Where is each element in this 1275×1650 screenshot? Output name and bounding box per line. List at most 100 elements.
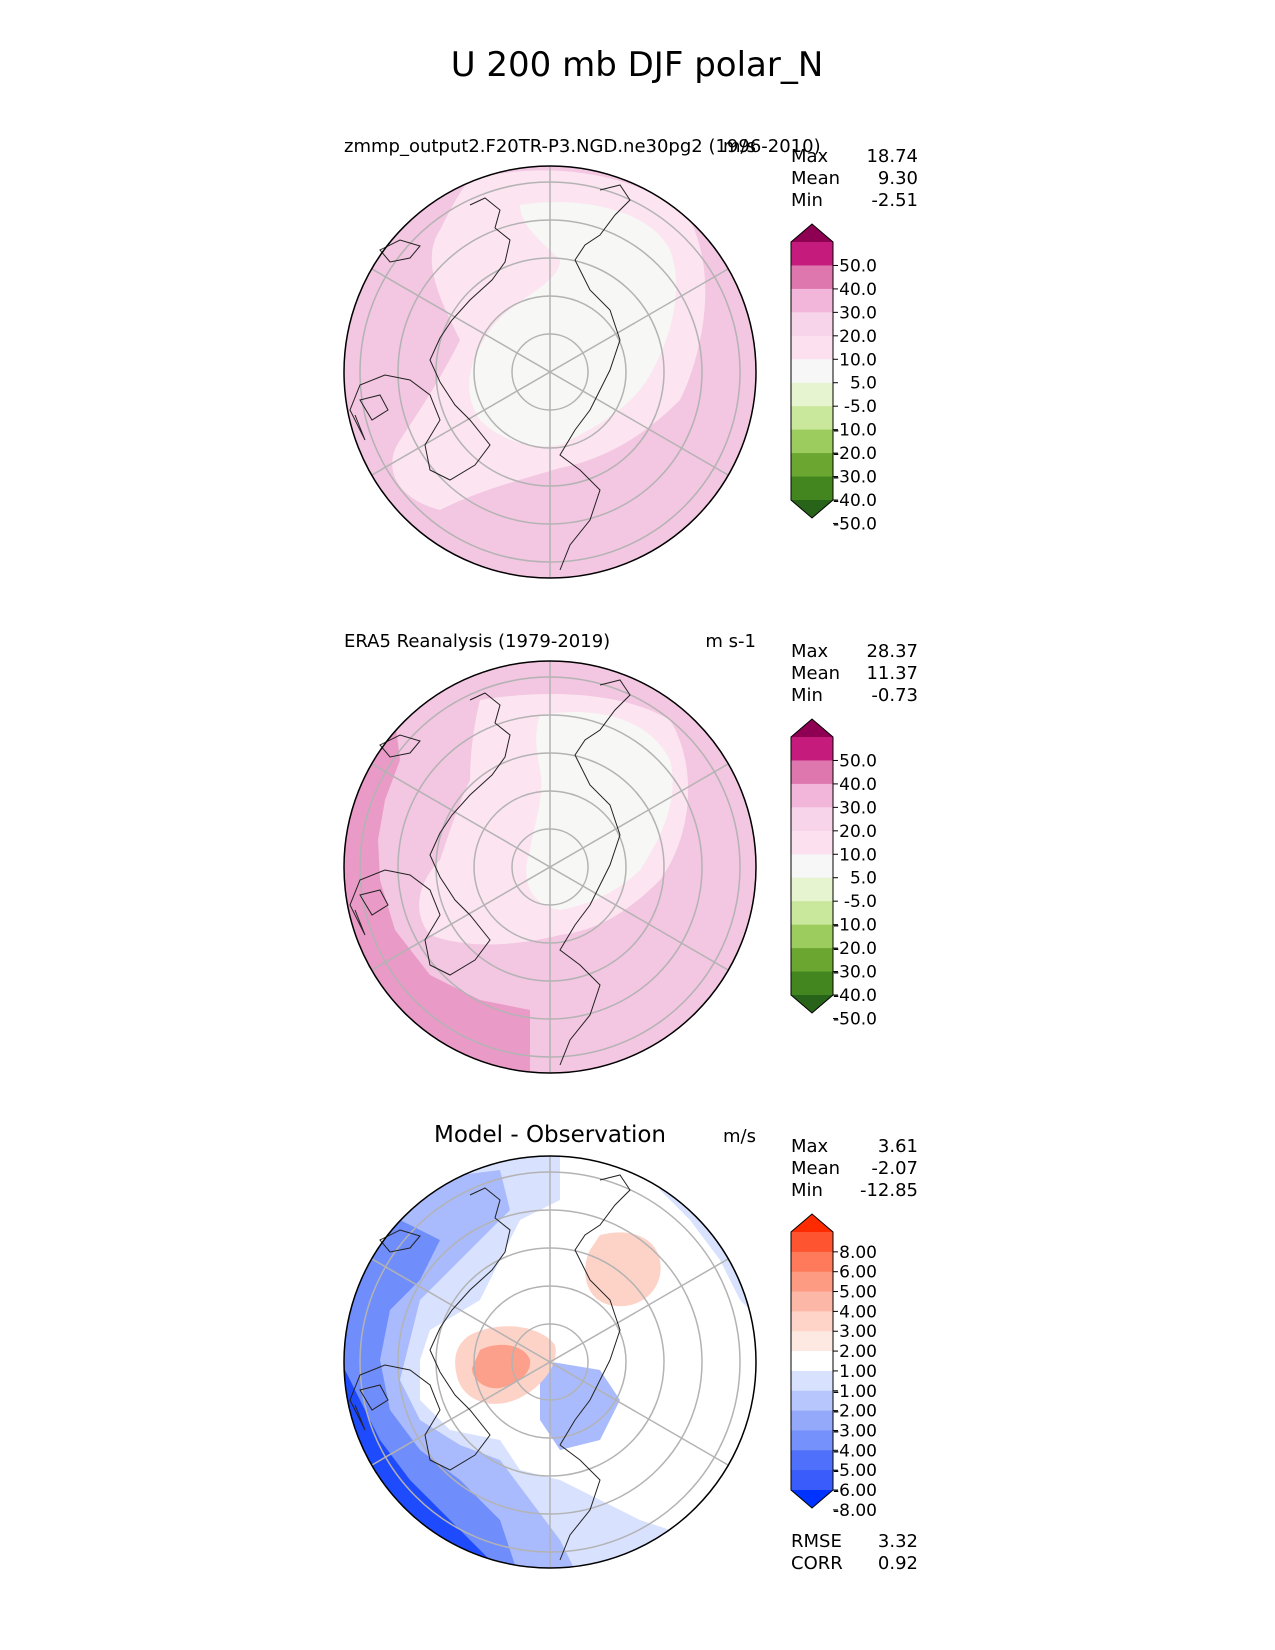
- colorbar-tick-label: 6.00: [839, 1263, 877, 1283]
- stat-value-mean: -2.07: [871, 1158, 918, 1179]
- colorbar-segment: [791, 1370, 833, 1392]
- metric-label-rmse: RMSE: [791, 1531, 842, 1552]
- colorbar-segment: [791, 901, 833, 926]
- colorbar-segment: [791, 242, 833, 266]
- colorbar-tick-label: -40.0: [833, 491, 877, 511]
- colorbar-segment: [791, 1271, 833, 1293]
- panel-diff-units: m/s: [723, 1126, 756, 1147]
- colorbar-segment: [791, 1450, 833, 1471]
- stat-label-mean: Mean: [791, 1158, 840, 1179]
- colorbar-segment: [791, 830, 833, 855]
- stat-value-mean: 11.37: [866, 663, 918, 684]
- colorbar-segment: [791, 288, 833, 313]
- colorbar-tick-label: 5.00: [839, 1283, 877, 1303]
- colorbar-tick-label: -20.0: [833, 444, 877, 464]
- colorbar-segment: [791, 877, 833, 902]
- stat-label-min: Min: [791, 190, 823, 211]
- colorbar-segment: [791, 924, 833, 949]
- colorbar-segment: [791, 1311, 833, 1332]
- panel-diff-colorbar: 8.006.005.004.003.002.001.00-1.00-2.00-3…: [790, 1213, 877, 1521]
- panel-diff-title: Model - Observation: [434, 1122, 666, 1148]
- panel-test-boundary: [343, 165, 757, 579]
- panel-reference-colorbar: 50.0 40.0 30.0 20.0 10.0 5.0 -5.0 -10.0 -20.0 -30…: [790, 718, 877, 1029]
- colorbar-tick-label: -1.00: [833, 1382, 877, 1402]
- colorbar-segment: [791, 1430, 833, 1451]
- colorbar-segment: [791, 1232, 833, 1253]
- colorbar-tick-label: -8.00: [833, 1501, 877, 1521]
- panel-test-gridlines: [359, 166, 741, 578]
- panel-diff-stats: Max 3.61 Mean -2.07 Min -12.85: [791, 1136, 918, 1201]
- colorbar-segment: [791, 1331, 833, 1352]
- colorbar-tick-label: -5.0: [844, 892, 877, 912]
- field-jet: [344, 720, 530, 1073]
- colorbar-tick-label: -30.0: [833, 468, 877, 488]
- colorbar-tick-label: 8.00: [839, 1243, 877, 1263]
- colorbar-tick-label: -6.00: [833, 1481, 877, 1501]
- panel-reference-units: m s-1: [705, 631, 756, 652]
- colorbar-tick-label: -40.0: [833, 986, 877, 1006]
- colorbar-segment: [791, 382, 833, 407]
- colorbar-segment: [791, 1390, 833, 1412]
- colorbar-segment: [791, 971, 833, 996]
- stat-label-mean: Mean: [791, 168, 840, 189]
- stat-label-max: Max: [791, 641, 829, 662]
- colorbar-segment: [791, 335, 833, 360]
- panel-test: zmmp_output2.F20TR-P3.NGD.ne30pg2 (1996-…: [343, 136, 918, 579]
- panel-test-coastlines: [349, 184, 631, 571]
- colorbar-tick-label: 30.0: [839, 303, 877, 323]
- colorbar-tick-label: 4.00: [839, 1302, 877, 1322]
- colorbar-segment: [791, 429, 833, 454]
- figure-title: U 200 mb DJF polar_N: [451, 45, 824, 85]
- colorbar-tick-label: -30.0: [833, 963, 877, 983]
- panel-reference-stats: Max 28.37 Mean 11.37 Min -0.73: [791, 641, 918, 706]
- stat-label-max: Max: [791, 1136, 829, 1157]
- colorbar-tick-label: 20.0: [839, 327, 877, 347]
- colorbar-extend-bottom: [791, 995, 833, 1013]
- colorbar-tick-label: 5.0: [850, 869, 877, 889]
- colorbar-tick-label: -3.00: [833, 1421, 877, 1441]
- stat-value-max: 18.74: [866, 146, 918, 167]
- colorbar-tick-label: -50.0: [833, 514, 877, 534]
- colorbar-tick-label: 5.0: [850, 374, 877, 394]
- colorbar-segment: [791, 1251, 833, 1273]
- stat-value-mean: 9.30: [878, 168, 918, 189]
- colorbar-segment: [791, 948, 833, 973]
- field-core: [526, 712, 673, 910]
- colorbar-segment: [791, 359, 833, 384]
- colorbar-tick-label: -2.00: [833, 1402, 877, 1422]
- stat-value-min: -0.73: [871, 685, 918, 706]
- colorbar-segment: [791, 807, 833, 832]
- colorbar-tick-label: -50.0: [833, 1009, 877, 1029]
- colorbar-segment: [791, 476, 833, 501]
- colorbar-segment: [791, 406, 833, 431]
- colorbar-segment: [791, 854, 833, 879]
- colorbar-segment: [791, 760, 833, 785]
- colorbar-segment: [791, 1410, 833, 1431]
- colorbar-tick-label: 40.0: [839, 280, 877, 300]
- panel-test-title: zmmp_output2.F20TR-P3.NGD.ne30pg2 (1996-…: [344, 136, 821, 157]
- colorbar-tick-label: 50.0: [839, 751, 877, 771]
- panel-diff: Model - Observation m/s: [343, 1122, 918, 1574]
- panel-diff-boundary: [343, 1155, 757, 1569]
- colorbar-tick-label: 20.0: [839, 822, 877, 842]
- metric-value-rmse: 3.32: [878, 1531, 918, 1552]
- stat-label-max: Max: [791, 146, 829, 167]
- metric-label-corr: CORR: [791, 1553, 843, 1574]
- colorbar-tick-label: -10.0: [833, 421, 877, 441]
- panel-reference-title: ERA5 Reanalysis (1979-2019): [344, 631, 610, 652]
- panel-diff-coastlines: [349, 1174, 631, 1561]
- colorbar-tick-label: 30.0: [839, 798, 877, 818]
- colorbar-tick-label: -5.0: [844, 397, 877, 417]
- stat-value-max: 28.37: [866, 641, 918, 662]
- panel-diff-metrics: RMSE 3.32 CORR 0.92: [791, 1531, 918, 1574]
- stat-value-min: -12.85: [860, 1180, 918, 1201]
- colorbar-extend-top: [791, 1214, 833, 1232]
- colorbar-tick-label: 10.0: [839, 845, 877, 865]
- colorbar-tick-label: -20.0: [833, 939, 877, 959]
- colorbar-segment: [791, 265, 833, 290]
- metric-value-corr: 0.92: [878, 1553, 918, 1574]
- panel-reference-boundary: [343, 660, 757, 1074]
- panel-test-stats: Max 18.74 Mean 9.30 Min -2.51: [791, 146, 918, 211]
- colorbar-segment: [791, 1470, 833, 1491]
